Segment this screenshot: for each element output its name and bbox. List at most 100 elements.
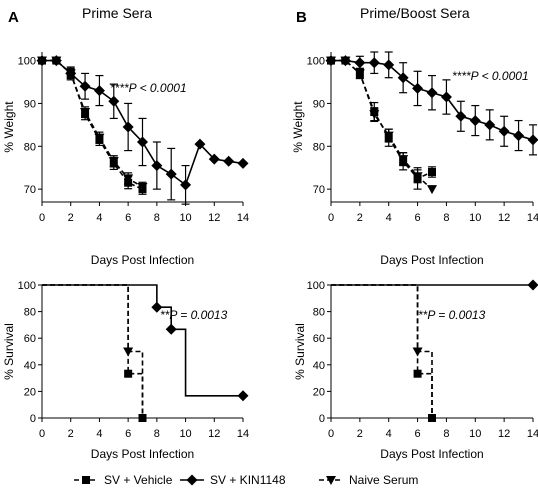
x-tick-label: 0 (39, 428, 45, 440)
x-tick-label: 12 (498, 428, 510, 440)
data-point (397, 72, 409, 84)
y-tick-label: 40 (313, 360, 325, 372)
data-point (165, 168, 177, 180)
x-tick-label: 14 (237, 212, 249, 224)
legend-marker (82, 476, 90, 484)
legend-item: Naive Serum (319, 473, 418, 487)
x-axis-label: Days Post Infection (380, 447, 483, 461)
x-tick-label: 12 (208, 428, 220, 440)
x-axis-label: Days Post Infection (380, 253, 483, 267)
x-tick-label: 14 (527, 212, 538, 224)
data-point (123, 347, 134, 357)
data-point (427, 185, 437, 195)
x-tick-label: 4 (386, 428, 392, 440)
y-tick-label: 80 (313, 307, 325, 319)
series-line (331, 59, 433, 180)
data-point (194, 138, 206, 150)
data-point (326, 56, 336, 66)
data-point (368, 57, 380, 69)
x-tick-label: 2 (68, 212, 74, 224)
data-point (383, 131, 394, 141)
panel-title: Prime/Boost Sera (360, 5, 470, 21)
data-point (354, 57, 366, 69)
legend-label: SV + Vehicle (104, 473, 173, 487)
p-value-annotation: **P = 0.0013 (160, 308, 228, 322)
p-value-annotation: ****P < 0.0001 (110, 81, 187, 95)
y-tick-label: 70 (24, 184, 36, 196)
x-axis-label: Days Post Infection (91, 447, 194, 461)
y-axis-label: % Weight (291, 101, 305, 153)
data-point (412, 82, 424, 94)
data-point (237, 390, 249, 402)
legend-item: SV + Vehicle (74, 473, 173, 487)
x-tick-label: 2 (68, 428, 74, 440)
series-naive-serum (331, 284, 433, 418)
series-line (42, 284, 243, 397)
y-axis-label: % Weight (2, 101, 16, 153)
data-point (426, 87, 438, 99)
series-naive-serum (37, 56, 148, 193)
x-tick-label: 8 (443, 428, 449, 440)
x-tick-label: 4 (96, 212, 102, 224)
data-point (94, 133, 105, 143)
y-tick-label: 90 (313, 98, 325, 110)
x-tick-label: 6 (415, 212, 421, 224)
data-point (151, 160, 163, 172)
data-point (208, 153, 220, 165)
x-tick-label: 4 (96, 428, 102, 440)
x-tick-label: 10 (179, 428, 191, 440)
data-point (237, 157, 249, 169)
y-axis-label: % Survival (293, 323, 307, 380)
x-tick-label: 14 (527, 428, 538, 440)
series-sv-kin1148 (42, 284, 249, 402)
x-tick-label: 0 (328, 428, 334, 440)
data-point (124, 369, 133, 378)
x-tick-label: 12 (498, 212, 510, 224)
data-point (165, 323, 177, 335)
data-point (123, 174, 134, 184)
legend-item: SV + KIN1148 (180, 473, 286, 487)
data-point (369, 110, 380, 120)
series-naive-serum (326, 56, 437, 195)
y-tick-label: 20 (24, 386, 36, 398)
data-point (122, 121, 134, 133)
x-tick-label: 12 (208, 212, 220, 224)
x-tick-label: 2 (357, 212, 363, 224)
y-tick-label: 70 (313, 184, 325, 196)
legend-marker (186, 474, 198, 486)
x-tick-label: 6 (415, 428, 421, 440)
y-tick-label: 100 (307, 56, 325, 68)
data-point (223, 155, 235, 167)
data-point (484, 119, 496, 131)
data-point (527, 279, 538, 291)
x-tick-label: 2 (357, 428, 363, 440)
data-point (340, 56, 351, 66)
data-point (93, 85, 105, 97)
series-naive-serum (42, 284, 144, 418)
data-point (108, 95, 120, 107)
data-point (428, 168, 436, 176)
data-point (80, 108, 91, 117)
panel-B-survival: 0 2 4 6 8 10 12 14 0 20 40 60 80 100 Days Post Infecti… (293, 279, 538, 461)
legend-label: Naive Serum (349, 473, 418, 487)
y-tick-label: 100 (18, 56, 36, 68)
x-tick-label: 8 (154, 428, 160, 440)
x-tick-label: 10 (469, 428, 481, 440)
legend-marker (326, 476, 336, 485)
x-tick-label: 8 (154, 212, 160, 224)
data-point (354, 69, 365, 79)
y-tick-label: 80 (24, 141, 36, 153)
y-axis-label: % Survival (2, 323, 16, 380)
series-sv-kin1148 (331, 279, 538, 291)
data-point (398, 155, 409, 165)
p-value-annotation: **P = 0.0013 (418, 308, 486, 322)
series-sv-kin1148 (325, 51, 538, 156)
data-point (513, 130, 525, 142)
series-sv-vehicle (331, 284, 436, 422)
series-sv-vehicle (42, 284, 147, 422)
x-tick-label: 8 (443, 212, 449, 224)
x-tick-label: 6 (125, 212, 131, 224)
data-point (137, 136, 148, 148)
data-point (469, 115, 481, 127)
